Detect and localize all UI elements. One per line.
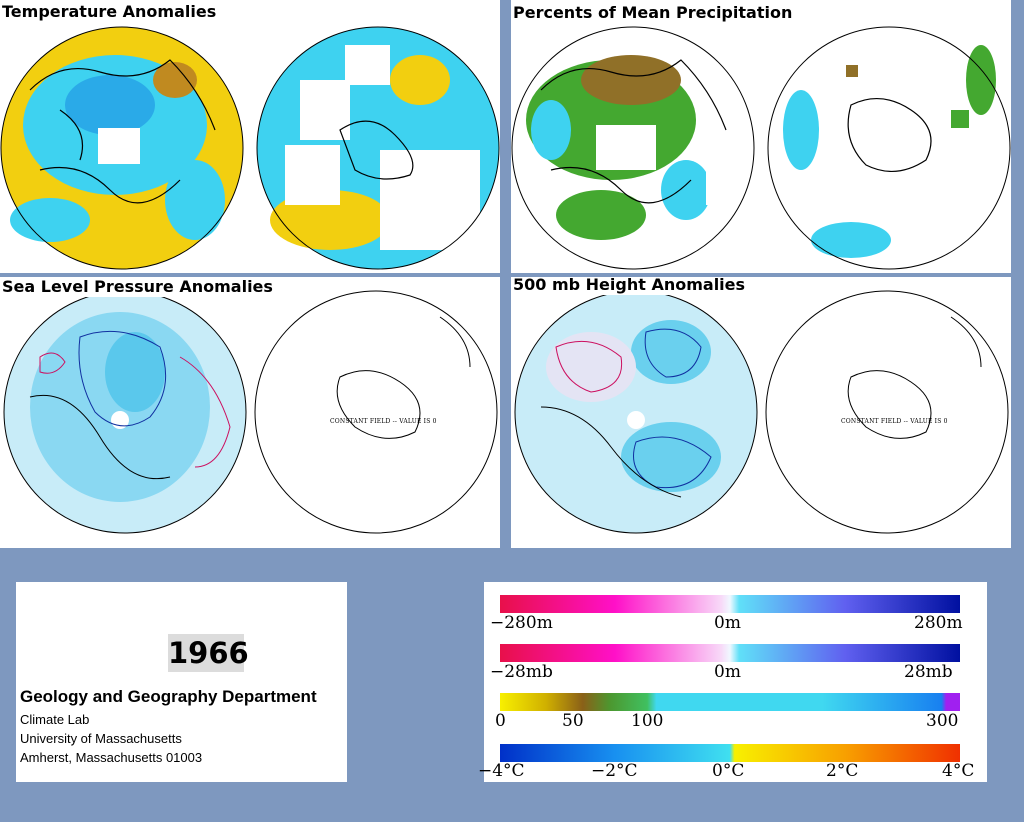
year-label: 1966 bbox=[168, 634, 249, 672]
legend-box: −280m 0m 280m −28mb 0m 28mb 0 50 100 300… bbox=[478, 582, 987, 782]
height500-maps bbox=[514, 290, 1009, 534]
pressure-max-tick: 28mb bbox=[904, 662, 953, 682]
temp-tick-4: 4°C bbox=[942, 761, 975, 781]
height500-panel: 500 mb Height Anomalies CONSTANT FIELD -… bbox=[511, 277, 1011, 548]
height500-hemisphere-south bbox=[765, 290, 1009, 534]
height500-hemisphere-north bbox=[514, 290, 758, 534]
height-colorbar bbox=[500, 595, 960, 613]
height-mid-tick: 0m bbox=[714, 613, 741, 633]
temp-tick-2: 2°C bbox=[826, 761, 859, 781]
precip-tick-100: 100 bbox=[631, 711, 664, 731]
pressure-min-tick: −28mb bbox=[490, 662, 553, 682]
height-min-tick: −280m bbox=[490, 613, 553, 633]
precipitation-hemisphere-north bbox=[511, 26, 755, 270]
height500-title: 500 mb Height Anomalies bbox=[511, 277, 749, 295]
height-max-tick: 280m bbox=[914, 613, 963, 633]
temp-tick-0: 0°C bbox=[712, 761, 745, 781]
temperature-title: Temperature Anomalies bbox=[0, 2, 220, 22]
precip-tick-300: 300 bbox=[926, 711, 959, 731]
precip-tick-50: 50 bbox=[562, 711, 584, 731]
temp-tick-minus2: −2°C bbox=[591, 761, 638, 781]
slp-title: Sea Level Pressure Anomalies bbox=[0, 277, 276, 297]
info-box: 1966 Geology and Geography Department Cl… bbox=[16, 582, 347, 782]
precipitation-hemisphere-south bbox=[767, 26, 1011, 270]
lab-label: Climate Lab bbox=[20, 712, 90, 727]
temperature-hemisphere-south bbox=[256, 26, 500, 270]
department-label: Geology and Geography Department bbox=[20, 687, 317, 706]
temperature-maps bbox=[0, 26, 500, 270]
slp-maps bbox=[3, 290, 498, 534]
temp-colorbar bbox=[500, 744, 960, 762]
slp-panel: Sea Level Pressure Anomalies CONSTANT FI… bbox=[0, 277, 500, 548]
temperature-hemisphere-north bbox=[0, 26, 244, 270]
precipitation-title: Percents of Mean Precipitation bbox=[511, 3, 796, 23]
precipitation-maps bbox=[511, 26, 1011, 270]
slp-hemisphere-north bbox=[3, 290, 247, 534]
slp-constant-field-label: CONSTANT FIELD -- VALUE IS 0 bbox=[330, 418, 437, 425]
temperature-panel: Temperature Anomalies bbox=[0, 0, 500, 273]
pressure-mid-tick: 0m bbox=[714, 662, 741, 682]
precip-colorbar bbox=[500, 693, 960, 711]
temp-tick-minus4: −4°C bbox=[478, 761, 525, 781]
precip-tick-0: 0 bbox=[495, 711, 506, 731]
height500-constant-field-label: CONSTANT FIELD -- VALUE IS 0 bbox=[841, 418, 948, 425]
slp-hemisphere-south bbox=[254, 290, 498, 534]
university-label: University of Massachusetts bbox=[20, 731, 182, 746]
precipitation-panel: Percents of Mean Precipitation bbox=[511, 0, 1011, 273]
address-label: Amherst, Massachusetts 01003 bbox=[20, 750, 203, 765]
pressure-colorbar bbox=[500, 644, 960, 662]
